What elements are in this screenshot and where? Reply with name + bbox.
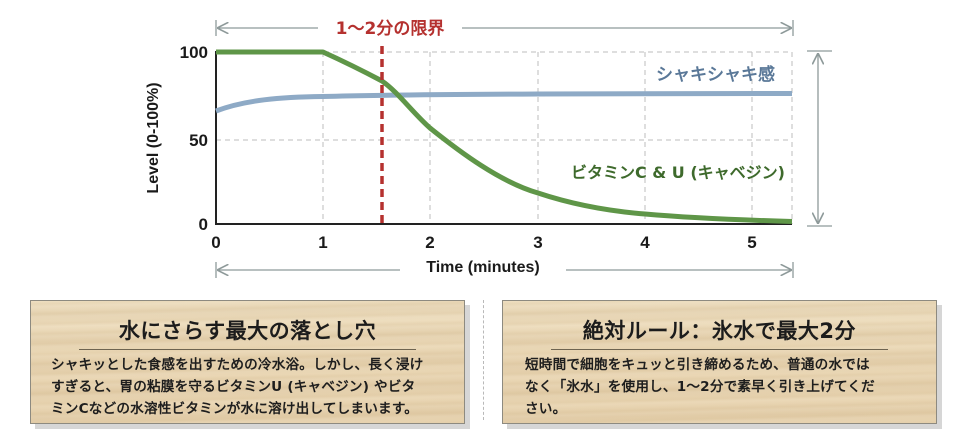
critical-limit-label: 1〜2分の限界: [336, 19, 445, 39]
top-range-arrow: [215, 20, 794, 36]
rule-line-2: なく「氷水」を使用し、1〜2分で素早く引き上げてくだ: [525, 379, 875, 395]
y-tick-50: 50: [189, 131, 208, 150]
x-tick-4: 4: [640, 233, 650, 252]
y-axis-title: Level (0-100%): [145, 82, 162, 193]
rule-title: 絶対ルール：氷水で最大2分: [550, 315, 889, 350]
rule-body: 短時間で細胞をキュッと引き締めるため、普通の水では なく「氷水」を使用し、1〜2…: [525, 354, 918, 420]
y-tick-100: 100: [180, 43, 208, 62]
rule-line-1: 短時間で細胞をキュッと引き締めるため、普通の水では: [525, 357, 870, 373]
pitfall-body: シャキッとした食感を出すための冷水浴。しかし、長く浸け すぎると、胃の粘膜を守る…: [51, 354, 446, 420]
x-tick-1: 1: [318, 233, 327, 252]
crispness-curve: [215, 91, 793, 114]
rule-line-3: さい。: [525, 401, 567, 417]
x-tick-2: 2: [425, 233, 434, 252]
line-chart: 1〜2分の限界 シャキシャキ感 ビタミンC & U (キャベジン) 100 50…: [145, 19, 832, 278]
x-tick-3: 3: [533, 233, 542, 252]
pitfall-line-3: ミンCなどの水溶性ビタミンが水に溶け出してしまいます。: [51, 401, 419, 417]
x-axis-title: Time (minutes): [426, 259, 540, 276]
vitamin-curve: [216, 49, 793, 224]
right-range-arrow: [807, 50, 832, 227]
panel-divider: [483, 300, 484, 420]
y-tick-0: 0: [199, 215, 208, 234]
x-tick-5: 5: [747, 233, 756, 252]
gridlines: [216, 51, 793, 224]
pitfall-title: 水にさらす最大の落とし穴: [78, 315, 417, 350]
rule-panel: 絶対ルール：氷水で最大2分 短時間で細胞をキュッと引き締めるため、普通の水では …: [502, 300, 937, 424]
crispness-series-label: シャキシャキ感: [656, 64, 775, 85]
pitfall-line-2: すぎると、胃の粘膜を守るビタミンU (キャベジン) やビタ: [51, 379, 416, 395]
axes: [215, 51, 792, 225]
pitfall-line-1: シャキッとした食感を出すための冷水浴。しかし、長く浸け: [51, 357, 424, 373]
pitfall-panel: 水にさらす最大の落とし穴 シャキッとした食感を出すための冷水浴。しかし、長く浸け…: [30, 300, 465, 424]
x-tick-0: 0: [211, 233, 220, 252]
bottom-range-arrow: [215, 262, 794, 278]
vitamin-series-label: ビタミンC & U (キャベジン): [571, 163, 785, 182]
